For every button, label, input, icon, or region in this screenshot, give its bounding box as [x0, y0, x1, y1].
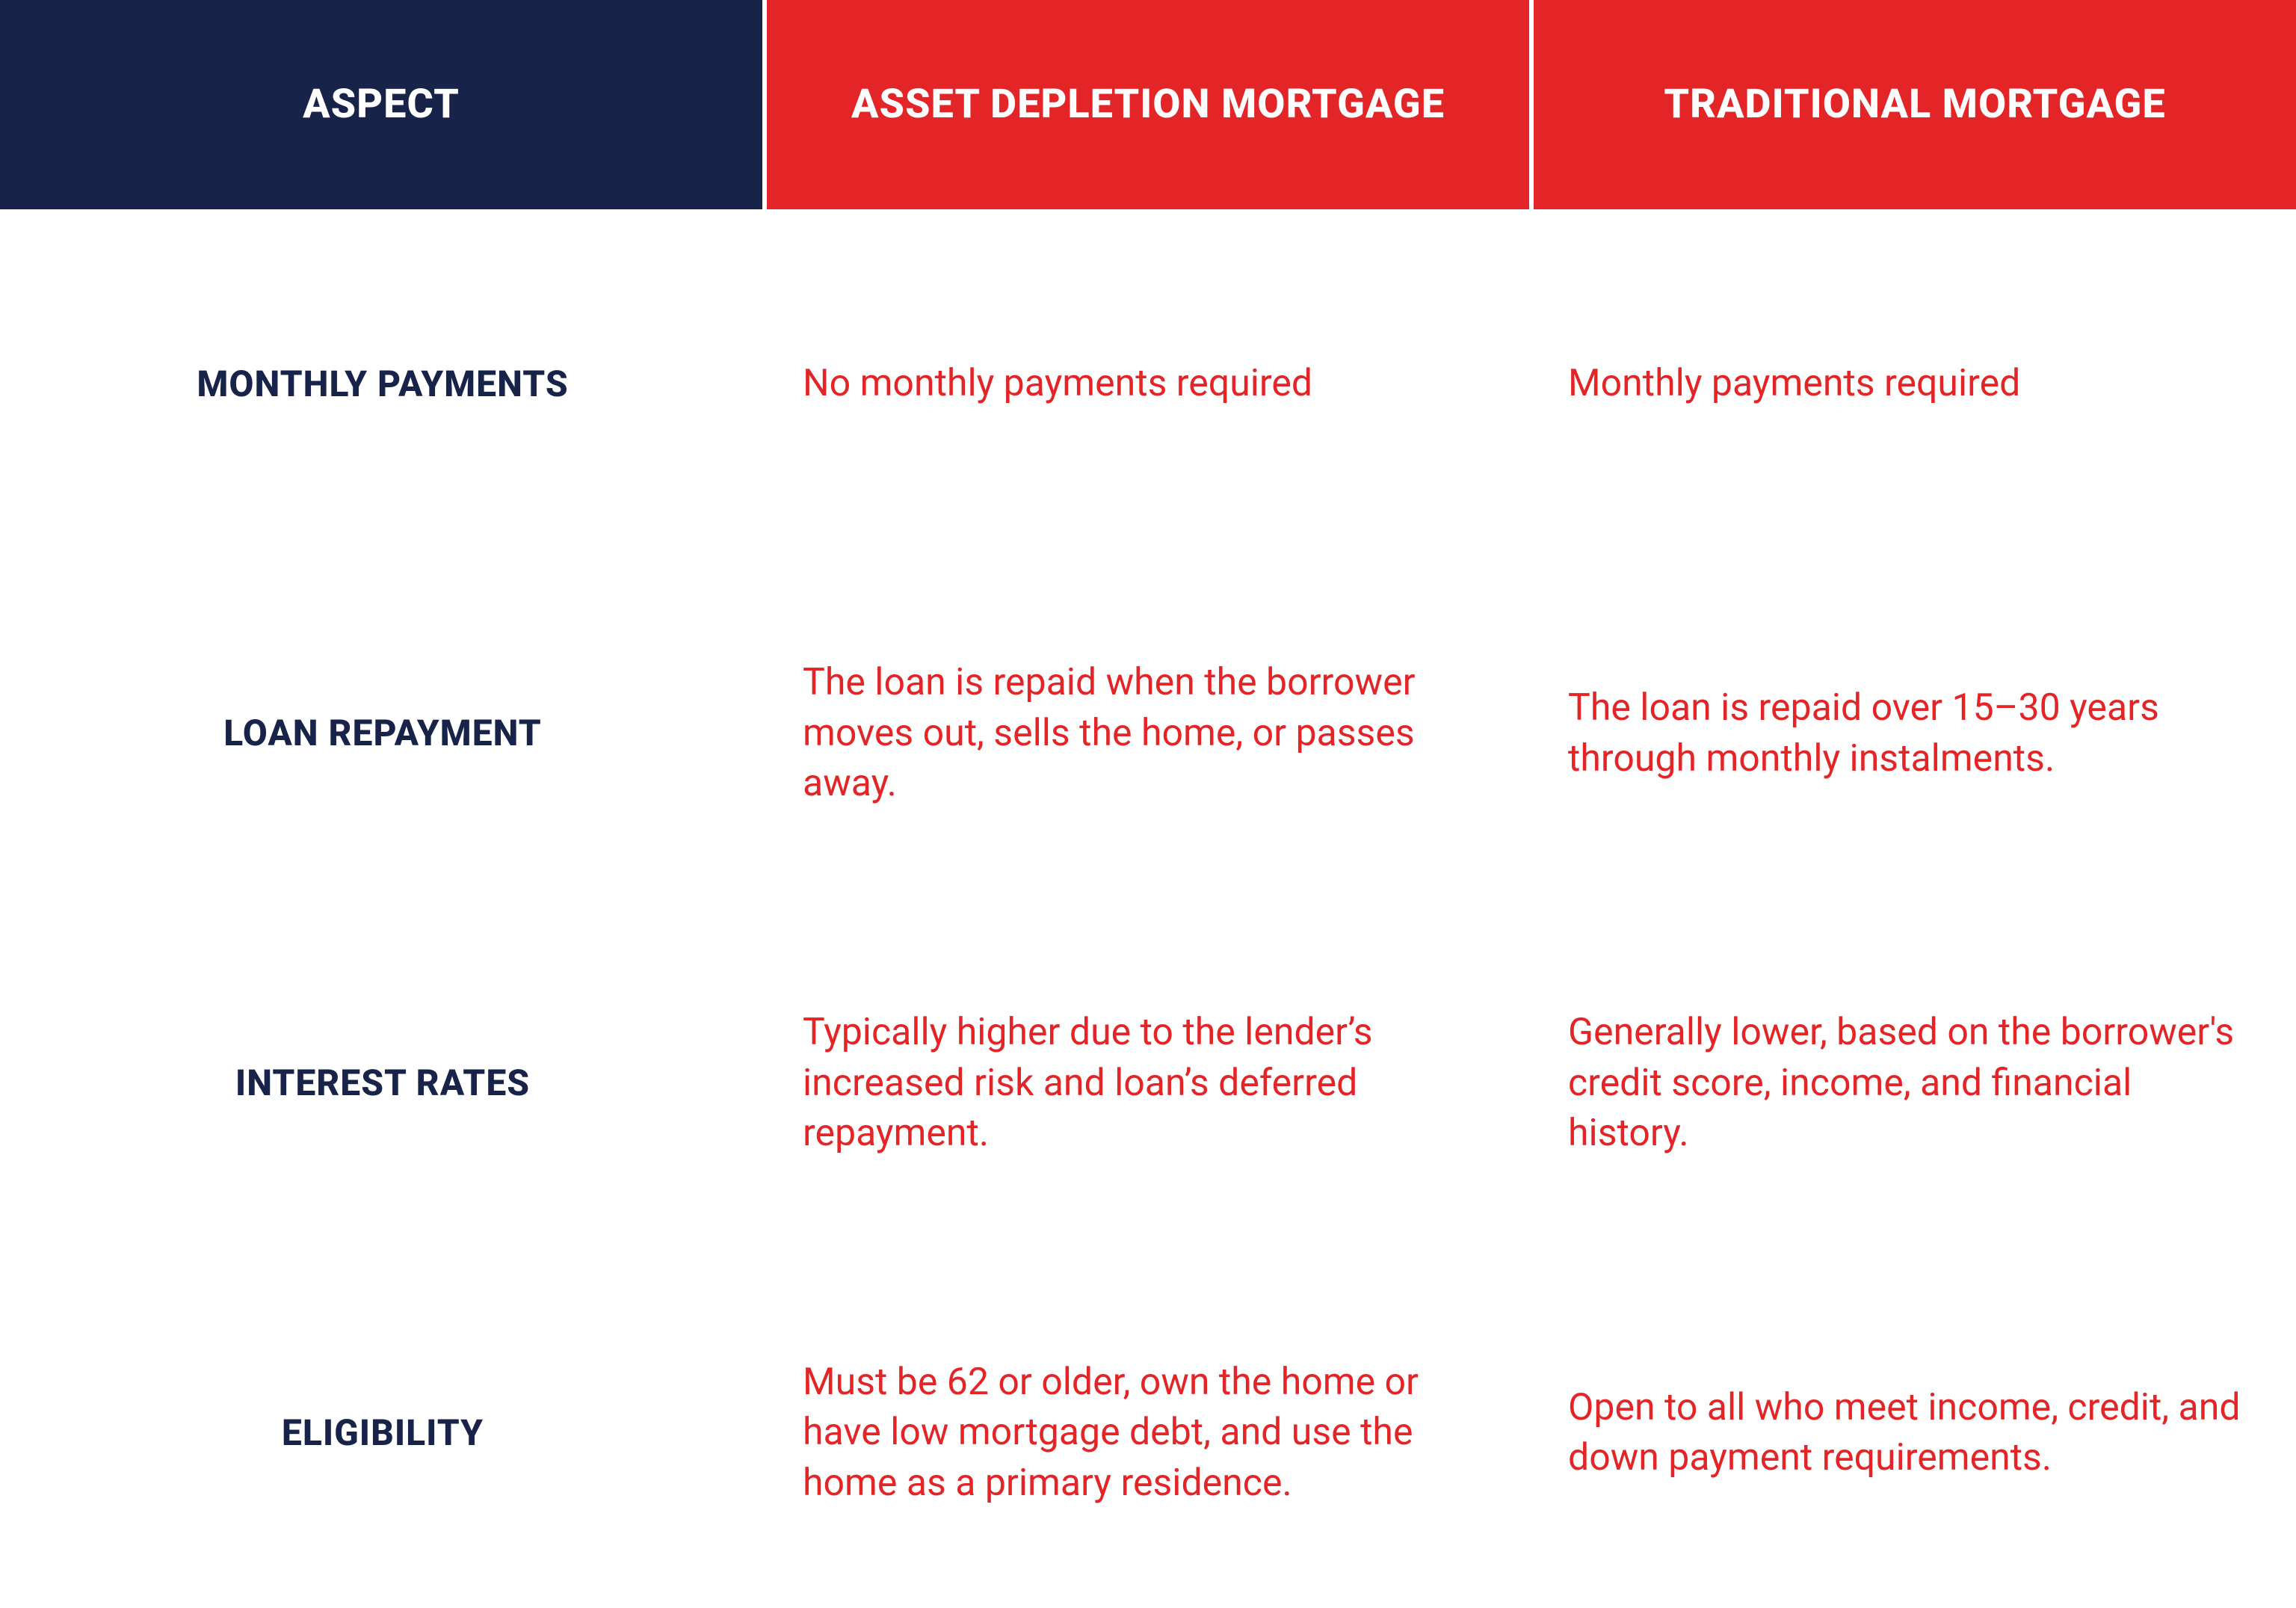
row-cell: The loan is repaid over 15–30 years thro… [1531, 661, 2296, 807]
table-row: INTEREST RATES Typically higher due to t… [0, 909, 2296, 1259]
row-label-monthly-payments: MONTHLY PAYMENTS [0, 339, 765, 430]
table-row: MONTHLY PAYMENTS No monthly payments req… [0, 209, 2296, 559]
row-cell: Monthly payments required [1531, 336, 2296, 432]
row-cell: Open to all who meet income, credit, and… [1531, 1361, 2296, 1506]
row-cell: Generally lower, based on the borrower's… [1531, 985, 2296, 1182]
row-cell: Must be 62 or older, own the home or hav… [765, 1335, 1531, 1532]
row-label-eligibility: ELIGIBILITY [0, 1387, 765, 1479]
table-row: ELIGIBILITY Must be 62 or older, own the… [0, 1258, 2296, 1608]
header-aspect: ASPECT [0, 0, 767, 209]
row-cell: Typically higher due to the lender’s inc… [765, 985, 1531, 1182]
row-label-loan-repayment: LOAN REPAYMENT [0, 688, 765, 779]
row-cell: The loan is repaid when the borrower mov… [765, 635, 1531, 832]
table-row: LOAN REPAYMENT The loan is repaid when t… [0, 559, 2296, 909]
header-col1: ASSET DEPLETION MORTGAGE [767, 0, 1534, 209]
table-header-row: ASPECT ASSET DEPLETION MORTGAGE TRADITIO… [0, 0, 2296, 209]
row-label-interest-rates: INTEREST RATES [0, 1038, 765, 1129]
header-col2: TRADITIONAL MORTGAGE [1534, 0, 2296, 209]
comparison-table: ASPECT ASSET DEPLETION MORTGAGE TRADITIO… [0, 0, 2296, 1608]
row-cell: No monthly payments required [765, 336, 1531, 432]
